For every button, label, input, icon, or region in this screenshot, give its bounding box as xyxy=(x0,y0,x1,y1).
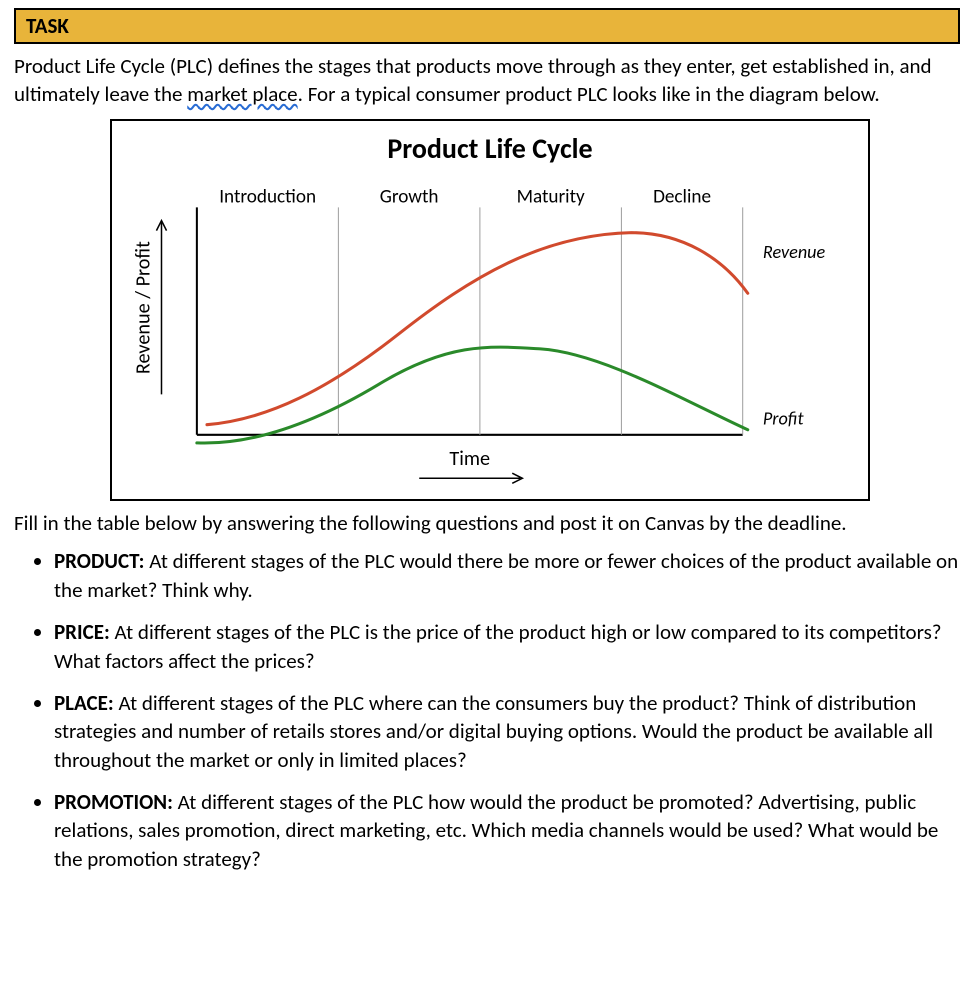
question-list: PRODUCT: At different stages of the PLC … xyxy=(20,547,960,872)
series-label-revenue: Revenue xyxy=(763,241,826,263)
stage-label-0: Introduction xyxy=(219,185,316,208)
question-label: PRODUCT: xyxy=(54,548,144,574)
task-header-label: TASK xyxy=(26,13,69,39)
question-text: At different stages of the PLC where can… xyxy=(54,690,933,773)
x-axis-arrow-icon xyxy=(419,473,522,483)
chart-title: Product Life Cycle xyxy=(116,131,864,166)
instructions-text: Fill in the table below by answering the… xyxy=(14,509,960,537)
x-axis-label: Time xyxy=(449,447,490,471)
question-label: PROMOTION: xyxy=(54,789,173,815)
list-item: PROMOTION: At different stages of the PL… xyxy=(54,788,960,873)
question-label: PLACE: xyxy=(54,690,114,716)
plc-chart: Product Life Cycle Revenue / Profit Intr… xyxy=(110,119,870,501)
intro-paragraph: Product Life Cycle (PLC) defines the sta… xyxy=(14,52,960,109)
chart-svg: Revenue / Profit Introduction Growth Mat… xyxy=(116,172,864,495)
list-item: PRICE: At different stages of the PLC is… xyxy=(54,618,960,675)
revenue-curve xyxy=(207,232,748,424)
task-header: TASK xyxy=(14,8,960,44)
stage-label-3: Decline xyxy=(653,185,711,208)
list-item: PRODUCT: At different stages of the PLC … xyxy=(54,547,960,604)
series-label-profit: Profit xyxy=(763,407,805,429)
list-item: PLACE: At different stages of the PLC wh… xyxy=(54,689,960,774)
question-text: At different stages of the PLC how would… xyxy=(54,789,938,872)
stage-label-2: Maturity xyxy=(517,185,585,208)
profit-curve xyxy=(197,347,748,443)
y-axis-arrow-icon xyxy=(156,220,166,394)
question-label: PRICE: xyxy=(54,619,110,645)
question-text: At different stages of the PLC is the pr… xyxy=(54,619,942,673)
intro-text-after: . For a typical consumer product PLC loo… xyxy=(298,81,880,107)
document-page: TASK Product Life Cycle (PLC) defines th… xyxy=(0,0,974,907)
y-axis-label: Revenue / Profit xyxy=(131,241,155,374)
intro-link: market place xyxy=(187,81,297,107)
stage-label-1: Growth xyxy=(380,185,439,208)
question-text: At different stages of the PLC would the… xyxy=(54,548,958,602)
